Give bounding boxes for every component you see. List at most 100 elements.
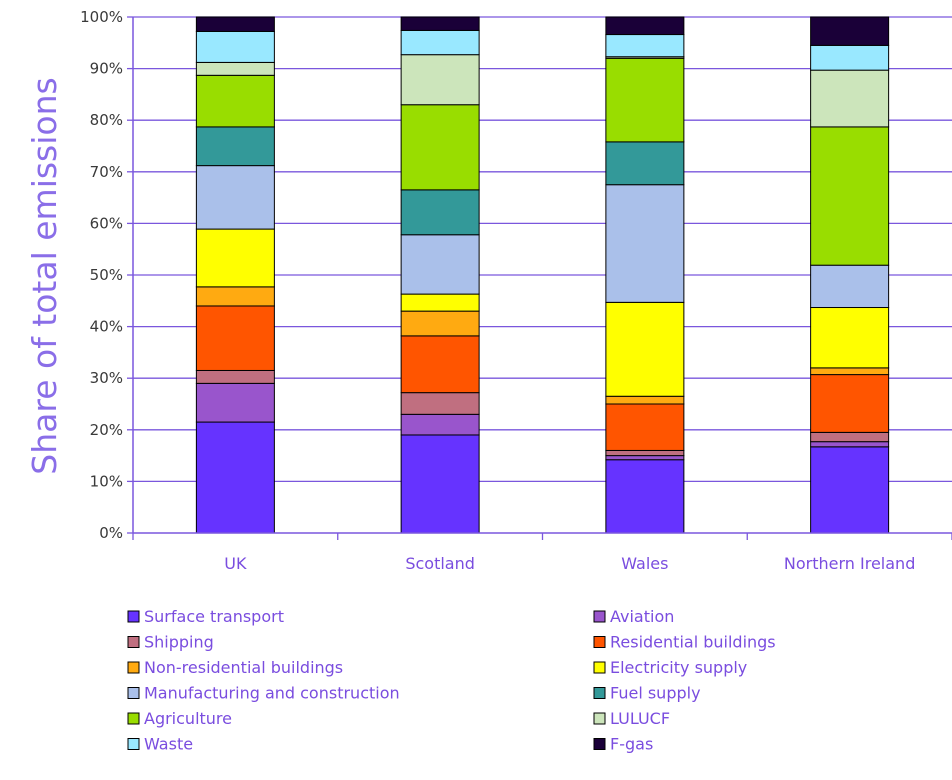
bar-segment (400, 54, 480, 106)
bar-segment (810, 367, 890, 376)
bar-segment (400, 413, 480, 436)
x-tick-label: Scotland (405, 554, 475, 573)
legend-swatch (127, 687, 140, 699)
bar-segment (400, 293, 480, 312)
legend-swatch (593, 687, 606, 699)
bar-segment (810, 126, 890, 266)
legend-label: Manufacturing and construction (144, 684, 400, 703)
y-tick-label: 100% (80, 8, 123, 26)
y-tick-label: 50% (90, 266, 123, 284)
legend-label: LULUCF (610, 709, 670, 728)
y-tick-label: 20% (90, 421, 123, 439)
bar-segment (605, 403, 685, 451)
legend-label: Shipping (144, 633, 214, 652)
legend-label: Residential buildings (610, 633, 776, 652)
bar-segment (195, 228, 275, 288)
legend-item: Fuel supply (593, 684, 701, 703)
bar-segment (195, 61, 275, 76)
legend-swatch (593, 636, 606, 648)
bar-segment (810, 374, 890, 433)
bar-segment (605, 184, 685, 303)
bar-segment (195, 74, 275, 128)
y-tick-label: 60% (90, 214, 123, 232)
y-tick-label: 80% (90, 111, 123, 129)
legend-item: Aviation (593, 607, 674, 626)
legend-item: Shipping (127, 633, 214, 652)
legend-item: Residential buildings (593, 633, 776, 652)
bar-segment (605, 57, 685, 143)
bar-segment (195, 382, 275, 423)
legend-label: Waste (144, 735, 193, 754)
x-tick-label: Northern Ireland (784, 554, 915, 573)
legend: Surface transport Aviation Shipping Residen… (127, 607, 776, 754)
legend-label: Fuel supply (610, 684, 701, 703)
bar-segment (810, 307, 890, 369)
legend-item: Waste (127, 735, 193, 754)
legend-label: Non-residential buildings (144, 658, 343, 677)
y-tick-label: 70% (90, 163, 123, 181)
bar-segment (195, 16, 275, 32)
legend-swatch (127, 738, 140, 750)
legend-item: Non-residential buildings (127, 658, 343, 677)
bar-segment (810, 446, 890, 534)
bar-segment (810, 441, 890, 448)
legend-swatch (127, 636, 140, 648)
bar-segment (810, 431, 890, 443)
bar-segment (400, 104, 480, 191)
bar-segment (605, 395, 685, 405)
legend-swatch (593, 610, 606, 623)
bar-segment (605, 455, 685, 461)
bar-segment (400, 335, 480, 394)
legend-label: F-gas (610, 735, 653, 754)
bar-segment (400, 234, 480, 295)
legend-item: Surface transport (127, 607, 284, 626)
y-tick-label: 30% (90, 369, 123, 387)
legend-item: F-gas (593, 735, 653, 754)
legend-swatch (127, 661, 140, 674)
bar-segment (605, 449, 685, 457)
y-tick-label: 90% (90, 60, 123, 78)
x-tick-label: Wales (621, 554, 668, 573)
bar-segment (195, 165, 275, 230)
bar-segment (810, 69, 890, 128)
bar-segment (810, 264, 890, 309)
legend-item: Electricity supply (593, 658, 747, 677)
bar-segment (195, 305, 275, 371)
legend-swatch (593, 738, 606, 750)
bar-segment (400, 29, 480, 56)
y-axis-label: Share of total emissions (25, 77, 64, 474)
legend-label: Agriculture (144, 709, 232, 728)
y-tick-label: 10% (90, 472, 123, 490)
y-tick-label: 0% (99, 524, 123, 542)
bar-segment (195, 369, 275, 384)
bar-segment (195, 421, 275, 534)
legend-swatch (127, 712, 140, 725)
axes (127, 16, 952, 540)
legend-item: Manufacturing and construction (127, 684, 400, 703)
legend-label: Aviation (610, 607, 674, 626)
bar-segment (605, 459, 685, 534)
bar-segment (400, 16, 480, 31)
bar-segment (400, 434, 480, 534)
x-tick-label: UK (224, 554, 247, 573)
legend-swatch (593, 712, 606, 725)
bar-segment (195, 286, 275, 307)
bar-segment (605, 16, 685, 36)
bar-segment (605, 301, 685, 397)
y-tick-label: 40% (90, 318, 123, 336)
bar-segment (810, 44, 890, 71)
legend-label: Surface transport (144, 607, 284, 626)
x-tick-labels: UK Scotland Wales Northern Ireland (224, 554, 915, 573)
y-tick-labels: 0% 10% 20% 30% 40% 50% 60% 70% 80% 90% 100% (80, 8, 123, 542)
bar-segment (605, 34, 685, 58)
bar-segment (605, 141, 685, 186)
legend-swatch (127, 610, 140, 623)
bar-segment (195, 126, 275, 167)
legend-item: LULUCF (593, 709, 670, 728)
legend-swatch (593, 661, 606, 674)
bar-segment (810, 16, 890, 46)
bars (195, 16, 890, 534)
bar-segment (400, 392, 480, 415)
bar-segment (400, 189, 480, 236)
